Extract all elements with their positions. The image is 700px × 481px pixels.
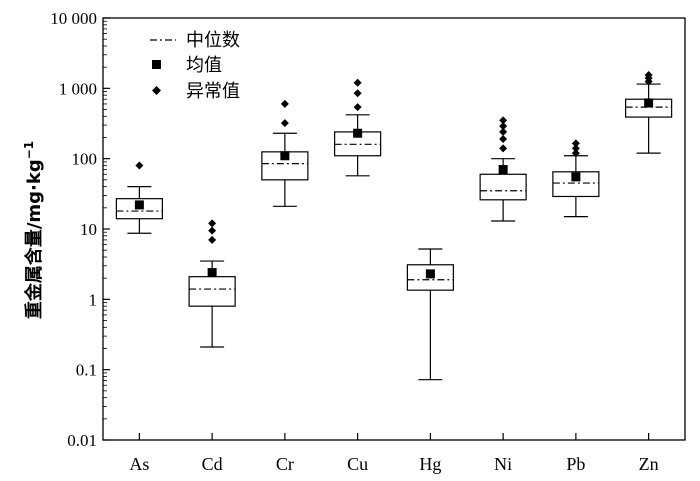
- mean-marker: [425, 269, 435, 279]
- y-axis-label-sup: −1: [22, 141, 36, 159]
- outlier-marker: [280, 119, 289, 128]
- x-category-label: Ni: [494, 454, 512, 474]
- mean-marker: [207, 268, 217, 278]
- box-pb: [552, 139, 600, 218]
- y-tick-label: 0.1: [76, 361, 97, 380]
- outlier-marker: [571, 139, 580, 148]
- outlier-marker: [353, 78, 362, 87]
- outlier-marker: [499, 116, 508, 125]
- box-ni: [479, 116, 527, 222]
- outlier-marker: [499, 135, 508, 144]
- y-tick-label: 1: [89, 290, 98, 309]
- legend-mean-label: 均值: [186, 55, 222, 76]
- mean-marker: [644, 98, 654, 108]
- y-tick-label: 10 000: [50, 9, 97, 28]
- plot-area: [115, 70, 673, 381]
- outlier-marker: [499, 127, 508, 136]
- legend-median-label: 中位数: [186, 30, 240, 51]
- outlier-marker: [499, 144, 508, 153]
- y-axis-ticks: 10 000 1 000 100 10 1 0.1 0.01: [50, 9, 110, 450]
- y-tick-label: 0.01: [67, 431, 97, 450]
- x-category-label: Zn: [639, 454, 659, 474]
- outlier-marker: [208, 219, 217, 228]
- outlier-marker: [571, 149, 580, 158]
- outlier-marker: [353, 103, 362, 112]
- outlier-marker: [135, 161, 144, 170]
- iqr-box: [479, 173, 527, 201]
- x-category-label: Cu: [347, 454, 368, 474]
- box-cu: [334, 78, 382, 177]
- x-category-label: Cr: [276, 454, 294, 474]
- y-axis-label: 重金属含量/mg·kg−1: [22, 141, 45, 319]
- box-cr: [261, 99, 309, 207]
- outlier-marker: [644, 70, 653, 79]
- iqr-box: [188, 276, 236, 307]
- outlier-marker: [208, 235, 217, 244]
- y-axis-label-main: 重金属含量/mg·kg: [23, 159, 45, 319]
- box-hg: [406, 248, 454, 381]
- legend-outlier-swatch: [152, 86, 161, 95]
- outlier-marker: [208, 226, 217, 235]
- legend: 中位数 均值 异常值: [150, 30, 240, 102]
- mean-marker: [280, 151, 290, 161]
- outlier-marker: [353, 89, 362, 98]
- legend-mean-swatch: [152, 60, 161, 69]
- y-tick-label: 100: [72, 150, 98, 169]
- x-category-label: Pb: [566, 454, 585, 474]
- x-axis-categories: As Cd Cr Cu Hg Ni Pb Zn: [129, 433, 659, 474]
- box-cd: [188, 219, 236, 348]
- outlier-marker: [571, 144, 580, 153]
- x-category-label: As: [129, 454, 149, 474]
- legend-outlier-label: 异常值: [186, 81, 240, 102]
- box-as: [115, 161, 163, 234]
- plot-frame: [102, 17, 686, 441]
- box-zn: [625, 70, 673, 154]
- mean-marker: [571, 172, 581, 182]
- x-category-label: Cd: [202, 454, 223, 474]
- outlier-marker: [280, 99, 289, 108]
- x-category-label: Hg: [419, 454, 441, 474]
- mean-marker: [353, 128, 363, 138]
- mean-marker: [134, 200, 144, 210]
- y-tick-label: 1 000: [59, 79, 97, 98]
- y-tick-label: 10: [80, 220, 97, 239]
- outlier-marker: [499, 122, 508, 131]
- mean-marker: [498, 165, 508, 175]
